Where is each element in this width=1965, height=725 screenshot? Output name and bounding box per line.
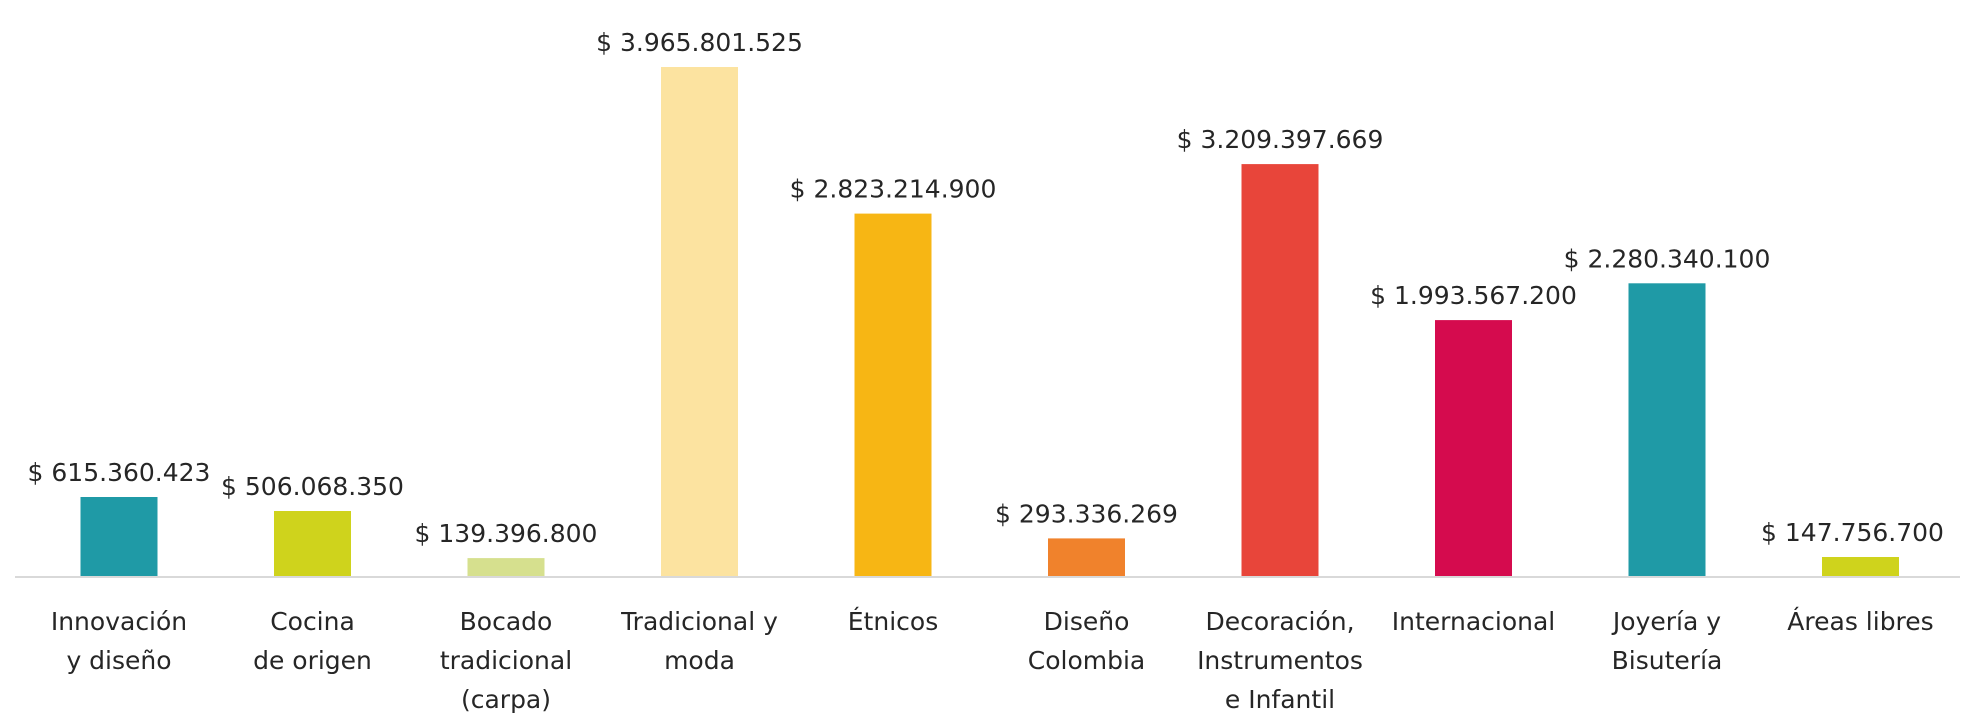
category-labels-layer: Innovación y diseño Cocina de origen Bocado t… xyxy=(51,607,1934,714)
bar xyxy=(1048,538,1125,576)
category-label: Joyería y Bisutería xyxy=(1611,607,1722,675)
bar-value-label: $ 2.823.214.900 xyxy=(790,175,997,204)
category-label: Innovación y diseño xyxy=(51,607,187,675)
bar xyxy=(661,67,738,576)
bar xyxy=(1435,320,1512,576)
category-label-line: Áreas libres xyxy=(1787,607,1933,636)
bar xyxy=(1628,283,1706,576)
bar-value-label: $ 2.280.340.100 xyxy=(1564,244,1771,273)
category-label-line: tradicional xyxy=(440,646,572,675)
bar-value-label: $ 147.756.700 xyxy=(1761,518,1944,547)
bar xyxy=(80,497,158,576)
category-label-line: y diseño xyxy=(66,646,171,675)
category-label-line: Instrumentos xyxy=(1197,646,1363,675)
category-label: Tradicional y moda xyxy=(620,607,778,675)
bar xyxy=(1241,164,1319,576)
bar-value-label: $ 1.993.567.200 xyxy=(1370,281,1577,310)
category-label-line: Bisutería xyxy=(1612,646,1723,675)
category-label-line: Joyería y xyxy=(1611,607,1721,636)
category-label: Bocado tradicional (carpa) xyxy=(440,607,572,714)
category-label-line: moda xyxy=(664,646,735,675)
category-label: Étnicos xyxy=(848,607,938,636)
bar-value-label: $ 506.068.350 xyxy=(221,472,404,501)
category-label-line: Étnicos xyxy=(848,607,938,636)
value-labels-layer: $ 615.360.423 $ 506.068.350 $ 139.396.800 $… xyxy=(28,28,1944,548)
bar xyxy=(854,213,932,576)
category-label-line: Decoración, xyxy=(1205,607,1354,636)
bar-value-label: $ 3.209.397.669 xyxy=(1177,125,1384,154)
bar-value-label: $ 139.396.800 xyxy=(415,519,598,548)
bar xyxy=(274,511,351,576)
bar-value-label: $ 615.360.423 xyxy=(28,458,211,487)
category-label-line: Bocado xyxy=(460,607,553,636)
bar xyxy=(1822,557,1899,576)
category-label: Decoración, Instrumentos e Infantil xyxy=(1197,607,1363,714)
bar-value-label: $ 3.965.801.525 xyxy=(596,28,803,57)
category-label: Cocina de origen xyxy=(253,607,372,675)
bar-value-label: $ 293.336.269 xyxy=(995,499,1178,528)
category-label: Internacional xyxy=(1392,607,1556,636)
category-label-line: e Infantil xyxy=(1225,685,1335,714)
category-label-line: Diseño xyxy=(1044,607,1130,636)
bars-layer xyxy=(80,67,1899,576)
category-label-line: Internacional xyxy=(1392,607,1556,636)
bar xyxy=(467,558,545,576)
category-label: Áreas libres xyxy=(1787,607,1933,636)
category-label-line: (carpa) xyxy=(461,685,551,714)
category-label-line: Cocina xyxy=(270,607,355,636)
category-label-line: Tradicional y xyxy=(620,607,778,636)
category-label: Diseño Colombia xyxy=(1028,607,1145,675)
category-label-line: de origen xyxy=(253,646,372,675)
category-label-line: Innovación xyxy=(51,607,187,636)
category-label-line: Colombia xyxy=(1028,646,1145,675)
